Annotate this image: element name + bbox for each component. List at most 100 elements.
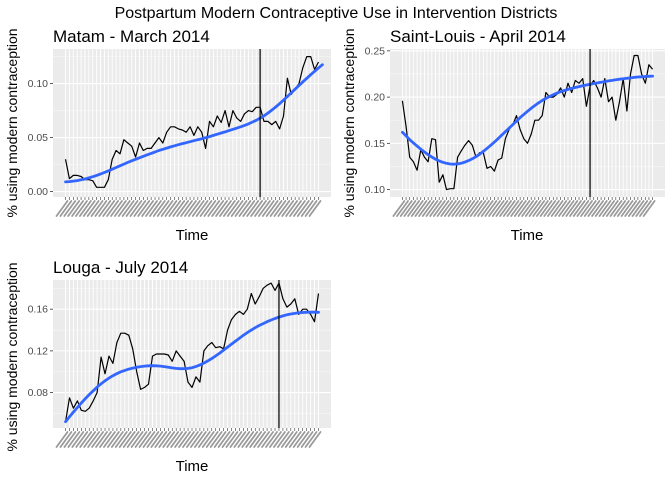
x-tick-label <box>253 431 267 448</box>
x-tick-label <box>201 431 215 448</box>
y-tick-label: 0.10 <box>365 184 386 196</box>
x-tick-label <box>569 200 582 217</box>
x-tick-label <box>273 200 287 217</box>
x-tick-label <box>572 200 586 217</box>
x-tick-label <box>133 200 147 217</box>
x-tick-label <box>447 200 461 217</box>
y-axis: 0.10 0.15 0.20 0.25 <box>365 45 390 196</box>
x-tick-label <box>613 200 627 217</box>
x-tick-label <box>421 200 435 217</box>
x-tick-label <box>95 431 108 448</box>
x-tick-label <box>308 200 322 217</box>
x-tick-label <box>71 200 84 217</box>
y-tick-label: 0.25 <box>365 45 386 57</box>
x-tick-label <box>190 431 203 448</box>
x-tick-label <box>281 200 295 217</box>
x-tick-label <box>168 200 182 217</box>
x-tick-label <box>491 200 505 217</box>
x-tick-label <box>184 200 197 217</box>
x-tick-label <box>125 200 139 217</box>
x-tick-label <box>94 200 108 217</box>
x-tick-label <box>178 431 191 448</box>
x-tick-label <box>289 200 302 217</box>
figure-title: Postpartum Modern Contraceptive Use in I… <box>115 5 558 22</box>
x-axis <box>55 197 322 217</box>
panel-matam: Matam - March 2014 0.00 0.05 0.10 Time % u… <box>4 27 331 244</box>
x-tick-label <box>524 200 538 217</box>
x-tick-label <box>257 200 271 217</box>
x-tick-label <box>249 431 263 448</box>
x-tick-label <box>605 200 619 217</box>
x-tick-label <box>99 431 112 448</box>
y-tick-label: 0.20 <box>365 92 386 104</box>
x-tick-label <box>304 431 318 448</box>
x-tick-label <box>187 200 201 217</box>
x-tick-label <box>455 200 468 217</box>
panel-title: Saint-Louis - April 2014 <box>390 27 566 46</box>
x-tick-label <box>587 200 601 217</box>
x-tick-label <box>63 431 77 448</box>
x-tick-label <box>103 431 116 448</box>
x-tick-label <box>129 200 143 217</box>
x-tick-label <box>55 431 69 448</box>
x-tick-label <box>536 200 549 217</box>
x-tick-label <box>78 200 92 217</box>
x-tick-label <box>304 200 318 217</box>
x-tick-label <box>296 200 310 217</box>
plot-area <box>53 49 331 197</box>
x-tick-label <box>488 200 501 217</box>
y-axis: 0.08 0.12 0.16 <box>28 304 53 399</box>
x-tick-label <box>75 431 89 448</box>
x-tick-label <box>480 200 494 217</box>
x-tick-label <box>217 431 231 448</box>
x-tick-label <box>241 431 255 448</box>
marks <box>64 280 320 428</box>
x-tick-label <box>451 200 465 217</box>
x-tick-label <box>458 200 472 217</box>
x-tick-label <box>261 200 275 217</box>
x-tick-label <box>602 200 616 217</box>
y-axis-label: % using modern contraception <box>4 28 20 217</box>
x-axis <box>392 197 656 217</box>
marks <box>400 49 654 197</box>
x-tick-label <box>91 431 104 448</box>
x-tick-label <box>440 200 454 217</box>
x-tick-label <box>436 200 450 217</box>
x-tick-label <box>174 431 187 448</box>
x-tick-label <box>293 200 306 217</box>
x-tick-label <box>628 200 641 217</box>
series-line-smoothed <box>64 310 320 424</box>
x-tick-label <box>221 431 235 448</box>
x-tick-label <box>138 431 152 448</box>
x-tick-label <box>635 200 649 217</box>
x-tick-label <box>83 431 97 448</box>
x-tick-label <box>558 200 571 217</box>
series-line-observed <box>64 55 320 188</box>
x-tick-label <box>418 200 432 217</box>
x-tick-label <box>620 200 634 217</box>
x-tick-label <box>466 200 479 217</box>
x-tick-label <box>203 200 217 217</box>
x-tick-label <box>113 200 127 217</box>
x-tick-label <box>513 200 527 217</box>
x-tick-label <box>158 431 172 448</box>
x-tick-label <box>273 431 286 448</box>
x-tick-label <box>225 431 239 448</box>
series-line-smoothed <box>400 74 654 166</box>
y-tick-label: 0.15 <box>365 138 386 150</box>
x-tick-label <box>543 200 557 217</box>
x-tick-label <box>528 200 542 217</box>
x-tick-label <box>222 200 236 217</box>
x-tick-label <box>425 200 439 217</box>
x-tick-label <box>521 200 535 217</box>
x-tick-label <box>292 431 306 448</box>
x-tick-label <box>170 431 184 448</box>
x-tick-label <box>484 200 498 217</box>
x-tick-label <box>300 200 314 217</box>
x-tick-label <box>246 200 260 217</box>
x-tick-label <box>432 200 446 217</box>
x-tick-label <box>285 200 299 217</box>
x-tick-label <box>142 431 156 448</box>
x-tick-label <box>106 200 120 217</box>
